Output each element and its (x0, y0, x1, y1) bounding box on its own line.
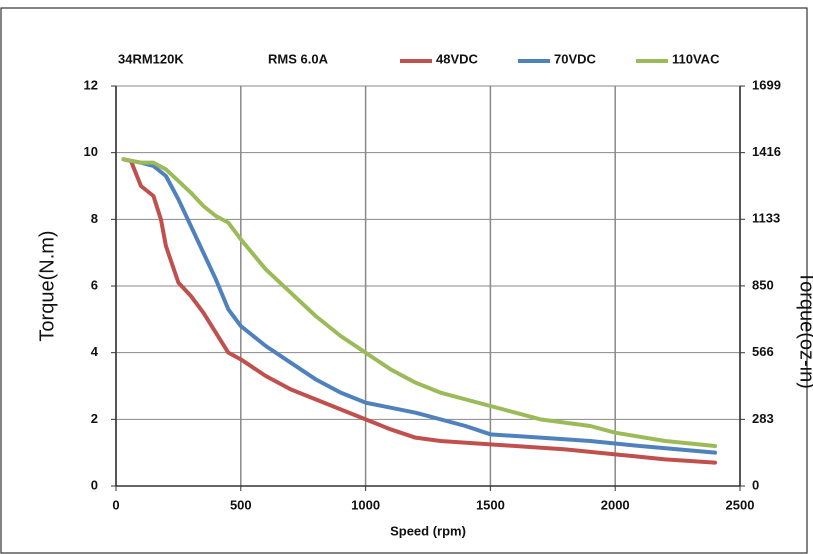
legend-label: 48VDC (436, 51, 479, 66)
series-line (121, 157, 718, 448)
y-tick-label: 10 (84, 144, 98, 159)
y2-tick-label: 283 (752, 411, 774, 426)
y-tick-label: 2 (91, 411, 98, 426)
y2-tick-label: 1133 (752, 211, 780, 226)
chart-frame (0, 7, 808, 554)
y2-tick-label: 850 (752, 277, 774, 292)
chart-subtitle: RMS 6.0A (268, 51, 329, 66)
y2-tick-label: 0 (752, 477, 759, 492)
x-tick-label: 2500 (726, 497, 755, 512)
series-line (121, 157, 718, 465)
y2-tick-label: 566 (752, 344, 774, 359)
y-axis-title: Torque(N.m) (36, 230, 58, 341)
y-tick-label: 8 (91, 211, 98, 226)
series-line (121, 157, 718, 455)
x-tick-label: 500 (230, 497, 252, 512)
x-tick-label: 2000 (601, 497, 630, 512)
y2-tick-label: 1699 (752, 77, 781, 92)
chart-title: 34RM120K (118, 51, 184, 66)
x-axis-title: Speed (rpm) (390, 523, 466, 538)
y-tick-label: 4 (91, 344, 99, 359)
legend-label: 70VDC (554, 51, 597, 66)
y2-tick-label: 1416 (752, 144, 781, 159)
x-tick-label: 1500 (476, 497, 505, 512)
y-tick-label: 6 (91, 277, 98, 292)
y-tick-label: 0 (91, 477, 98, 492)
x-tick-label: 1000 (351, 497, 380, 512)
y2-axis-title: Torque(oz-in) (796, 271, 813, 389)
x-tick-label: 0 (112, 497, 119, 512)
legend-label: 110VAC (672, 51, 720, 66)
y-tick-label: 12 (84, 77, 98, 92)
